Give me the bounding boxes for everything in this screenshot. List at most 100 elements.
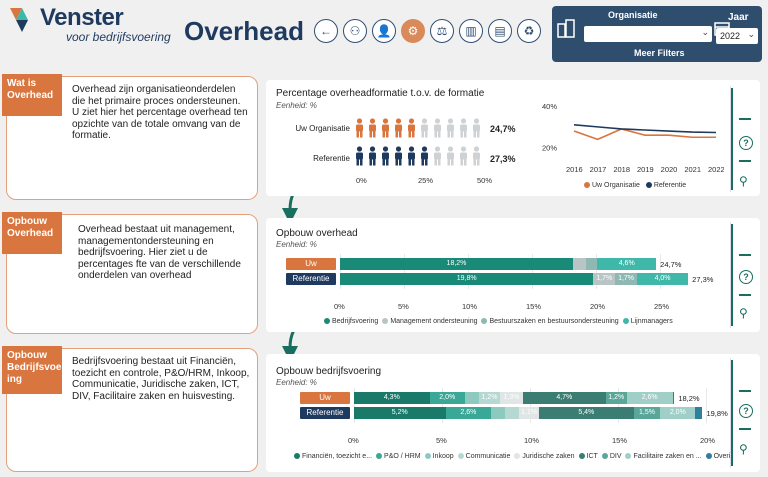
x-tick-label: 5% — [436, 436, 447, 445]
bar-segment: 1,2% — [478, 392, 501, 404]
bar-segment: 4,6% — [597, 258, 657, 270]
gridline — [404, 254, 405, 289]
minimize-icon[interactable] — [739, 294, 751, 296]
bar-segment: 2,0% — [660, 407, 696, 419]
card1-side-panel: ? ⚲ — [730, 86, 760, 192]
person-icon — [406, 146, 419, 171]
gridline — [468, 254, 469, 289]
legend-item: Referentie — [645, 182, 686, 189]
x-tick-label: 0% — [348, 436, 359, 445]
gridline — [660, 254, 661, 289]
person-icon — [458, 146, 471, 171]
back-arrow-icon[interactable]: ← — [314, 19, 338, 43]
card1-axis-25: 25% — [418, 176, 434, 185]
presentation-icon[interactable]: ▤ — [488, 19, 512, 43]
minimize-icon[interactable] — [739, 254, 751, 256]
bar-segment: 2,0% — [429, 392, 465, 404]
minimize-icon[interactable] — [739, 160, 751, 162]
accent-line — [731, 360, 733, 466]
section-2-tag: Opbouw Overhead — [2, 212, 62, 254]
bar-segment — [505, 407, 520, 419]
pictogram-row-own — [354, 118, 484, 143]
recycle-icon[interactable]: ♻ — [517, 19, 541, 43]
section-1-text: Overhead zijn organisatieonderdelen die … — [72, 84, 248, 141]
bar-segment: 1,5% — [633, 407, 661, 419]
card1-axis-0: 0% — [356, 176, 367, 185]
search-icon[interactable]: ⚲ — [739, 442, 748, 456]
legend-item: Financiën, toezicht e... — [294, 453, 372, 460]
legend-item: Facilitaire zaken en ... — [625, 453, 702, 460]
search-icon[interactable]: ⚲ — [739, 174, 748, 188]
section-3-text: Bedrijfsvoering bestaat uit Financiën, t… — [72, 356, 250, 402]
card3-unit: Eenheid: % — [276, 378, 317, 387]
bar-total-label: 27,3% — [692, 275, 714, 284]
card2-title: Opbouw overhead — [276, 228, 358, 239]
logo-title: Venster — [40, 4, 124, 31]
x-tick-label: 2020 — [661, 165, 678, 174]
person-icon[interactable]: 👤 — [372, 19, 396, 43]
card1-title: Percentage overheadformatie t.o.v. de fo… — [276, 88, 485, 99]
legend-item: Lijnmanagers — [622, 318, 673, 325]
help-icon[interactable]: ? — [739, 270, 753, 284]
card1-unit: Eenheid: % — [276, 101, 317, 110]
bar-segment: 2,6% — [445, 407, 492, 419]
legend-item: Uw Organisatie — [584, 182, 640, 189]
bar-segment: 5,4% — [538, 407, 634, 419]
organisatie-label: Organisatie — [608, 10, 658, 20]
y-tick-label: 40% — [542, 102, 557, 111]
meer-filters-button[interactable]: Meer Filters — [634, 48, 685, 58]
help-icon[interactable]: ? — [739, 136, 753, 150]
jaar-value: 2022 — [720, 31, 741, 41]
person-icon — [432, 146, 445, 171]
bar-segment: 2,6% — [626, 392, 673, 404]
card1-axis-50: 50% — [477, 176, 493, 185]
bar-segment — [585, 258, 598, 270]
jaar-select[interactable]: 2022 ⌄ — [716, 28, 758, 44]
legend-item: Inkoop — [424, 453, 454, 460]
card1-row2-value: 27,3% — [490, 154, 516, 164]
organisatie-select[interactable]: ⌄ — [584, 26, 712, 42]
pictogram-row-ref — [354, 146, 484, 171]
x-tick-label: 15% — [612, 436, 628, 445]
person-icon — [380, 118, 393, 143]
minimize-icon[interactable] — [739, 428, 751, 430]
x-tick-label: 2021 — [684, 165, 701, 174]
bar-segment: 5,2% — [354, 407, 446, 419]
chevron-down-icon: ⌄ — [747, 29, 755, 39]
person-icon — [432, 118, 445, 143]
bar-segment — [464, 392, 479, 404]
gears-icon[interactable]: ⚙ — [401, 19, 425, 43]
person-icon — [445, 118, 458, 143]
overhead-trend-line-chart: 20% 40% 2016 2017 2018 2019 2020 2021 2022 — [542, 102, 724, 174]
bar-segment: 1,1% — [519, 407, 539, 419]
chevron-down-icon: ⌄ — [701, 27, 709, 37]
bar-segment: 19,8% — [340, 273, 594, 285]
bar-segment: 1,2% — [605, 392, 627, 404]
bar-segment: 18,2% — [340, 258, 573, 270]
person-icon — [406, 118, 419, 143]
bar-total-label: 19,8% — [706, 409, 728, 418]
buildings-icon[interactable]: ▥ — [459, 19, 483, 43]
card1-row1-label: Uw Organisatie — [295, 124, 350, 133]
legend-item: Communicatie — [457, 453, 510, 460]
person-icon — [354, 118, 367, 143]
search-icon[interactable]: ⚲ — [739, 306, 748, 320]
gridline — [706, 388, 707, 423]
gridline — [532, 254, 533, 289]
help-icon[interactable]: ? — [739, 404, 753, 418]
person-icon — [367, 118, 380, 143]
person-icon — [367, 146, 380, 171]
opbouw-bedrijfsvoering-bar-chart: 0%5%10%15%20%Uw Organisatie4,3%2,0%1,2%1… — [266, 354, 734, 472]
x-tick-label: 5% — [398, 302, 409, 311]
person-icon — [419, 146, 432, 171]
org-chart-icon[interactable]: ⚇ — [343, 19, 367, 43]
x-tick-label: 2016 — [566, 165, 583, 174]
balance-icon[interactable]: ⚖ — [430, 19, 454, 43]
bar-total-label: 24,7% — [660, 260, 682, 269]
chart-legend: Bedrijfsvoering Management ondersteuning B… — [324, 318, 677, 325]
x-tick-label: 10% — [462, 302, 478, 311]
bar-segment — [695, 407, 703, 419]
minimize-icon[interactable] — [739, 118, 751, 120]
minimize-icon[interactable] — [739, 390, 751, 392]
gridline — [442, 388, 443, 423]
